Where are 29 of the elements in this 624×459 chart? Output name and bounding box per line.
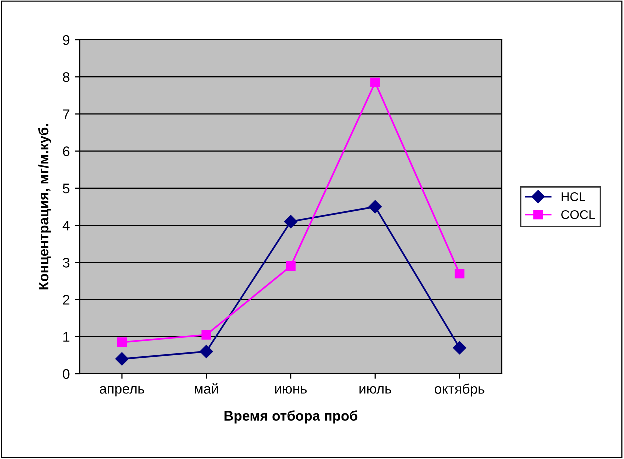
point [370,78,380,88]
y-tick-label: 8 [63,72,70,82]
x-tick-label: июнь [275,386,307,394]
y-tick-label: 3 [63,258,70,268]
legend-label: HCL [562,192,586,202]
x-tick-label: апрель [100,386,144,397]
point [454,268,465,279]
y-tick-label: 7 [63,110,70,120]
y-tick-label: 0 [63,369,70,380]
y-tick-label: 4 [62,221,70,231]
y-tick-label: 2 [63,295,70,305]
y-axis-title: Концентрация, мг/м.куб. [38,124,52,290]
y-tick-label: 6 [63,146,70,157]
point [202,330,212,340]
y-tick-label: 9 [63,35,70,46]
point [284,215,298,228]
y-tick-label: 5 [63,184,70,194]
point [453,341,466,355]
y-tick-label: 1 [64,332,70,342]
x-tick-label: май [195,383,218,394]
point [117,338,128,348]
x-axis-title: Время отбора проб [224,410,358,424]
point [368,200,382,214]
x-tick-label: июль [360,386,392,394]
point [116,352,129,366]
legend-label: COCL [562,210,596,220]
x-tick-label: октябрь [435,384,485,397]
point [286,262,296,272]
point [200,345,214,358]
